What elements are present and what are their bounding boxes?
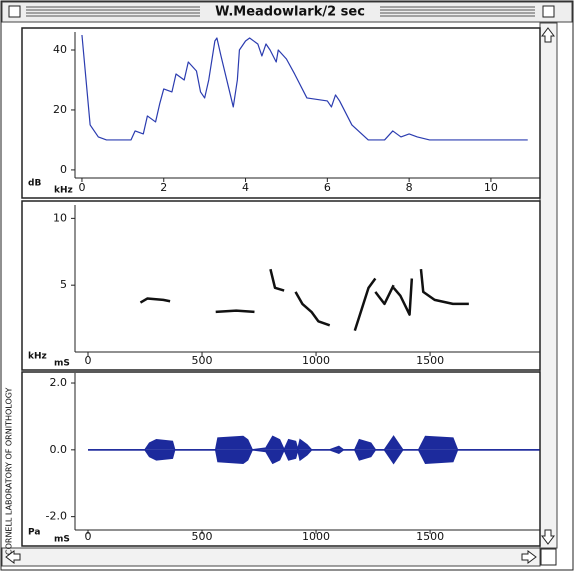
- x-axis-label: kHz: [54, 186, 73, 196]
- x-tick-label: 1000: [302, 354, 330, 367]
- y-axis-label: kHz: [28, 352, 47, 362]
- close-box[interactable]: [8, 5, 21, 18]
- scroll-left[interactable]: [5, 550, 21, 564]
- x-tick-label: 500: [192, 354, 213, 367]
- panel: [21, 371, 541, 547]
- title-stripes: [26, 6, 535, 17]
- x-tick-label: 0: [78, 181, 85, 194]
- spectrogram-trace: [294, 291, 331, 327]
- x-tick-label: 10: [484, 181, 498, 194]
- y-tick-label: 20: [53, 103, 67, 116]
- x-axis-label: mS: [54, 359, 70, 369]
- spectrogram-trace: [392, 278, 414, 316]
- x-tick-label: 8: [406, 181, 413, 194]
- x-tick-label: 0: [84, 354, 91, 367]
- grow-box[interactable]: [540, 548, 557, 566]
- horizontal-scrollbar[interactable]: [1, 547, 541, 567]
- window-title: W.Meadowlark/2 sec: [215, 5, 365, 20]
- spectrogram-trace: [353, 277, 377, 331]
- scroll-right[interactable]: [521, 550, 537, 564]
- y-tick-label: 0: [60, 163, 67, 176]
- panel: [21, 200, 541, 371]
- spectrogram-trace: [269, 268, 285, 292]
- x-tick-label: 6: [324, 181, 331, 194]
- y-tick-label: 0.0: [50, 443, 68, 456]
- y-axis-label: Pa: [28, 528, 40, 538]
- x-tick-label: 2: [160, 181, 167, 194]
- y-tick-label: 10: [53, 211, 67, 224]
- x-tick-label: 1500: [416, 354, 444, 367]
- y-tick-label: 40: [53, 43, 67, 56]
- y-tick-label: 2.0: [50, 376, 68, 389]
- spectrum-line: [81, 34, 528, 141]
- scroll-down[interactable]: [541, 529, 555, 545]
- x-tick-label: 4: [242, 181, 249, 194]
- x-tick-label: 1500: [416, 530, 444, 543]
- x-axis-label: mS: [54, 535, 70, 545]
- x-tick-label: 1000: [302, 530, 330, 543]
- spectrogram-trace: [139, 297, 171, 304]
- waveform-envelope: [87, 435, 540, 452]
- y-tick-label: 5: [60, 278, 67, 291]
- scroll-up[interactable]: [541, 27, 555, 43]
- y-axis-label: dB: [28, 179, 41, 189]
- y-tick-label: -2.0: [46, 510, 67, 523]
- side-credit: CORNELL LABORATORY OF ORNITHOLOGY: [5, 387, 14, 555]
- spectrogram-trace: [215, 309, 255, 314]
- zoom-box[interactable]: [542, 5, 555, 18]
- spectrogram-trace: [374, 284, 395, 306]
- spectrogram-trace: [419, 269, 469, 306]
- x-tick-label: 0: [84, 530, 91, 543]
- vertical-scrollbar[interactable]: [539, 22, 558, 549]
- x-tick-label: 500: [192, 530, 213, 543]
- panel: [21, 27, 541, 199]
